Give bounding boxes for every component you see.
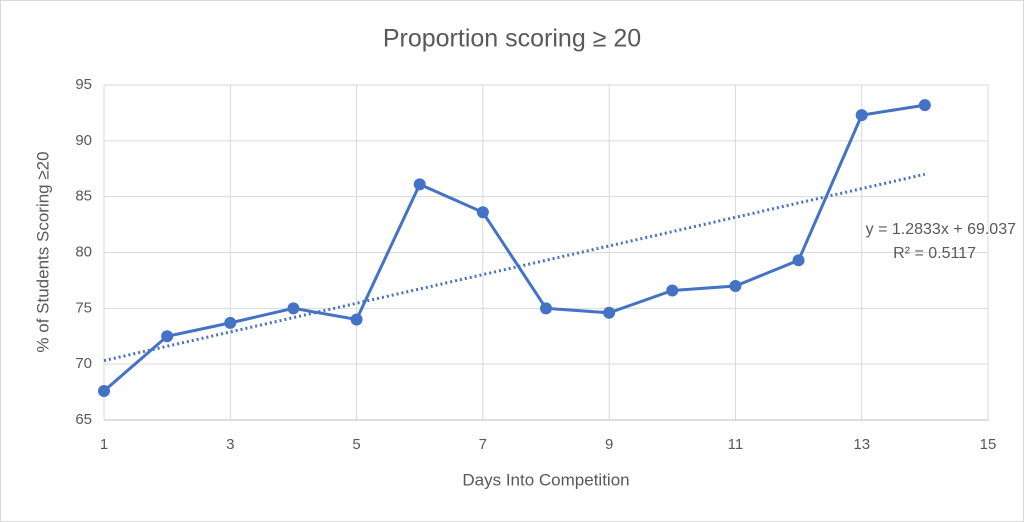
x-tick-label: 3 (226, 436, 234, 453)
trendline (103, 172, 926, 363)
data-point (287, 302, 300, 315)
y-tick-label: 95 (75, 76, 92, 93)
data-point (540, 302, 552, 315)
x-tick-label: 5 (352, 436, 360, 453)
data-point (603, 306, 616, 319)
data-point (792, 254, 805, 267)
trendline-r-squared: R² = 0.5117 (893, 245, 976, 262)
y-tick-label: 90 (75, 132, 92, 149)
y-tick-label: 70 (75, 355, 92, 372)
y-tick-label: 85 (75, 188, 92, 205)
y-tick-label: 65 (75, 411, 92, 428)
data-point (350, 313, 363, 326)
data-point (98, 384, 110, 397)
trendline-equation: y = 1.2833x + 69.037 (866, 221, 1016, 238)
x-tick-label: 15 (980, 436, 997, 453)
x-tick-label: 7 (479, 436, 487, 453)
data-point (161, 330, 174, 343)
data-point (666, 284, 679, 297)
x-tick-label: 1 (100, 436, 108, 453)
data-point (729, 280, 742, 292)
data-point (224, 316, 237, 329)
y-axis-label: % of Students Scoring ≥20 (33, 151, 52, 352)
data-point (413, 178, 426, 191)
x-tick-label: 13 (853, 436, 870, 453)
data-point (855, 109, 868, 122)
y-tick-label: 75 (75, 299, 92, 316)
x-tick-label: 9 (605, 436, 613, 453)
data-line (103, 103, 926, 393)
chart-title: Proportion scoring ≥ 20 (383, 25, 641, 53)
data-point (918, 99, 931, 112)
data-point (476, 206, 489, 219)
x-tick-label: 11 (728, 436, 744, 453)
x-axis-label: Days Into Competition (462, 470, 629, 489)
y-tick-label: 80 (75, 243, 92, 260)
